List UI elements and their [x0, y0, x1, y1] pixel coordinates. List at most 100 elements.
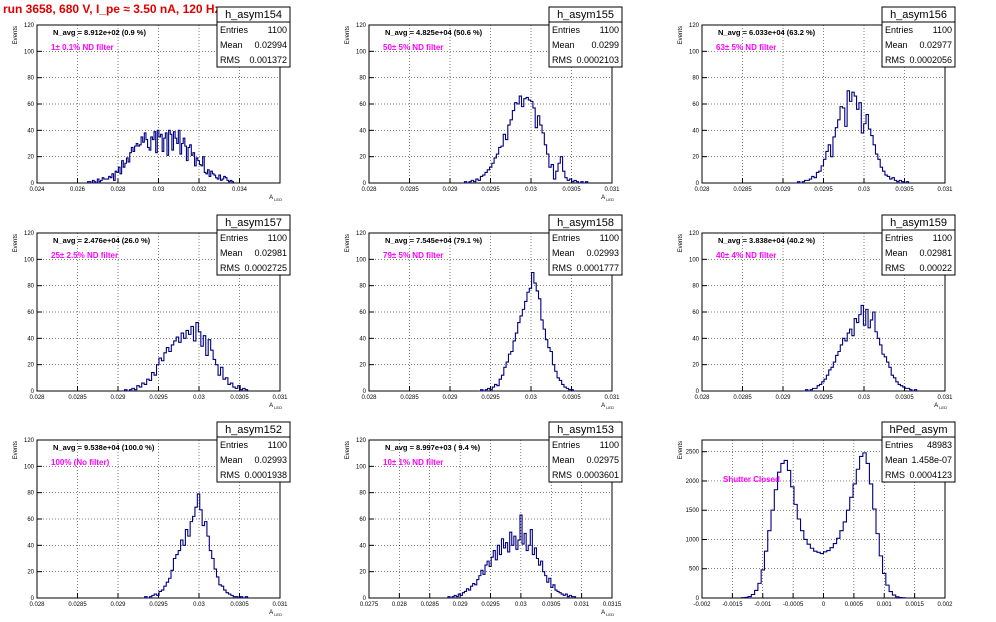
stats-value: 0.02981 — [254, 248, 287, 258]
stats-key: Mean — [220, 40, 243, 50]
y-tick-label: 0 — [31, 181, 35, 187]
x-tick-label: 0.029 — [442, 187, 458, 193]
y-tick-label: 80 — [359, 284, 366, 290]
filter-label: 100% (No filter) — [51, 458, 110, 467]
x-tick-label: 0.0305 — [562, 187, 581, 193]
y-tick-label: 120 — [356, 438, 367, 444]
y-tick-label: 1500 — [686, 508, 700, 514]
stats-key: Mean — [885, 455, 908, 465]
histogram-panel-h_asym152: 0.028 0.0285 0.029 0.0295 0.03 0.0305 0.031 0 20… — [13, 421, 291, 617]
x-tick-label: 0.029 — [775, 395, 791, 401]
stats-key: Entries — [220, 25, 249, 35]
x-tick-label: 0.03 — [858, 395, 870, 401]
y-tick-label: 500 — [689, 567, 700, 573]
x-tick-label: 0.0015 — [905, 602, 924, 608]
stats-key: Mean — [552, 40, 575, 50]
stats-key: Entries — [220, 440, 249, 450]
x-axis-title: A LED — [601, 610, 614, 617]
y-tick-label: 0 — [696, 181, 700, 187]
y-tick-label: 120 — [24, 438, 35, 444]
stats-value: 48983 — [927, 440, 952, 450]
x-tick-label: 0.0285 — [733, 187, 752, 193]
x-tick-label: 0.031 — [272, 602, 288, 608]
navg-label: N_avg = 8.912e+02 (0.9 %) — [53, 28, 146, 37]
x-tick-label: -0.001 — [754, 602, 772, 608]
x-axis-title: A LED — [269, 403, 282, 410]
stats-title: h_asym152 — [225, 424, 282, 436]
stats-key: Entries — [552, 233, 581, 243]
histogram-panel-h_asym153: 0.0275 0.028 0.0285 0.029 0.0295 0.03 0.0305 0.… — [345, 421, 623, 617]
stats-value: 0.02975 — [586, 455, 619, 465]
stats-key: RMS — [552, 55, 572, 65]
y-axis-title: Events — [678, 441, 684, 459]
y-axis-title: Events — [345, 441, 351, 459]
histogram-line — [462, 95, 589, 184]
y-tick-label: 0 — [31, 389, 35, 395]
stats-value: 0.0004123 — [909, 470, 952, 480]
stats-key: Mean — [220, 248, 243, 258]
y-tick-label: 0 — [363, 389, 367, 395]
x-tick-label: 0.029 — [110, 602, 126, 608]
stats-value: 0.0002056 — [909, 55, 952, 65]
x-tick-label: 0.0305 — [230, 602, 249, 608]
stats-box — [881, 6, 956, 68]
y-axis-title: Events — [345, 26, 351, 44]
stats-box — [216, 421, 291, 483]
x-tick-label: 0.0305 — [230, 395, 249, 401]
x-tick-label: 0.031 — [574, 602, 590, 608]
stats-title: hPed_asym — [889, 424, 947, 436]
x-tick-label: 0.028 — [694, 187, 710, 193]
histogram-panel-h_asym158: 0.028 0.0285 0.029 0.0295 0.03 0.0305 0.031 0 20… — [345, 214, 623, 410]
y-tick-label: 1000 — [686, 537, 700, 543]
stats-title: h_asym153 — [557, 424, 614, 436]
y-tick-label: 0 — [696, 389, 700, 395]
histogram-line — [740, 452, 907, 599]
x-tick-label: 0.002 — [937, 602, 953, 608]
stats-value: 0.02993 — [586, 248, 619, 258]
histogram-line — [122, 321, 249, 392]
stats-key: Mean — [220, 455, 243, 465]
x-tick-label: 0.03 — [515, 602, 527, 608]
histogram-panel-h_asym154: 0.024 0.026 0.028 0.03 0.032 0.034 0 20 40 60 80 10… — [13, 6, 291, 202]
y-tick-label: 20 — [359, 570, 366, 576]
y-tick-label: 40 — [27, 336, 34, 342]
navg-label: N_avg = 2.476e+04 (26.0 %) — [53, 236, 151, 245]
histogram-panel-h_asym155: 0.028 0.0285 0.029 0.0295 0.03 0.0305 0.031 0 20… — [345, 6, 623, 202]
stats-key: RMS — [885, 470, 905, 480]
x-tick-label: 0.031 — [937, 187, 953, 193]
stats-key: RMS — [220, 470, 240, 480]
x-tick-label: 0.029 — [442, 395, 458, 401]
y-tick-label: 80 — [27, 76, 34, 82]
stats-title: h_asym158 — [557, 217, 614, 229]
y-tick-label: 120 — [24, 23, 35, 29]
y-tick-label: 100 — [24, 464, 35, 470]
y-tick-label: 100 — [356, 464, 367, 470]
y-tick-label: 100 — [689, 257, 700, 263]
stats-key: Entries — [552, 440, 581, 450]
stats-key: Mean — [552, 455, 575, 465]
y-tick-label: 40 — [359, 128, 366, 134]
stats-key: Mean — [885, 40, 908, 50]
y-tick-label: 20 — [692, 363, 699, 369]
filter-label: Shutter Closed — [723, 475, 780, 484]
stats-box — [881, 214, 956, 276]
y-tick-label: 60 — [692, 310, 699, 316]
x-tick-label: 0.0295 — [149, 602, 168, 608]
x-tick-label: 0.0315 — [603, 602, 622, 608]
y-tick-label: 2000 — [686, 479, 700, 485]
stats-key: Entries — [885, 233, 914, 243]
x-tick-label: 0.028 — [694, 395, 710, 401]
x-tick-label: 0.028 — [110, 187, 126, 193]
y-tick-label: 20 — [27, 363, 34, 369]
x-tick-label: 0.03 — [525, 395, 537, 401]
y-tick-label: 0 — [363, 596, 367, 602]
x-tick-label: 0.0285 — [421, 602, 440, 608]
stats-key: Entries — [552, 25, 581, 35]
y-tick-label: 0 — [363, 181, 367, 187]
y-tick-label: 20 — [27, 155, 34, 161]
stats-box — [216, 6, 291, 68]
y-tick-label: 80 — [27, 284, 34, 290]
stats-value: 1100 — [933, 233, 952, 243]
x-tick-label: 0.0285 — [68, 395, 87, 401]
